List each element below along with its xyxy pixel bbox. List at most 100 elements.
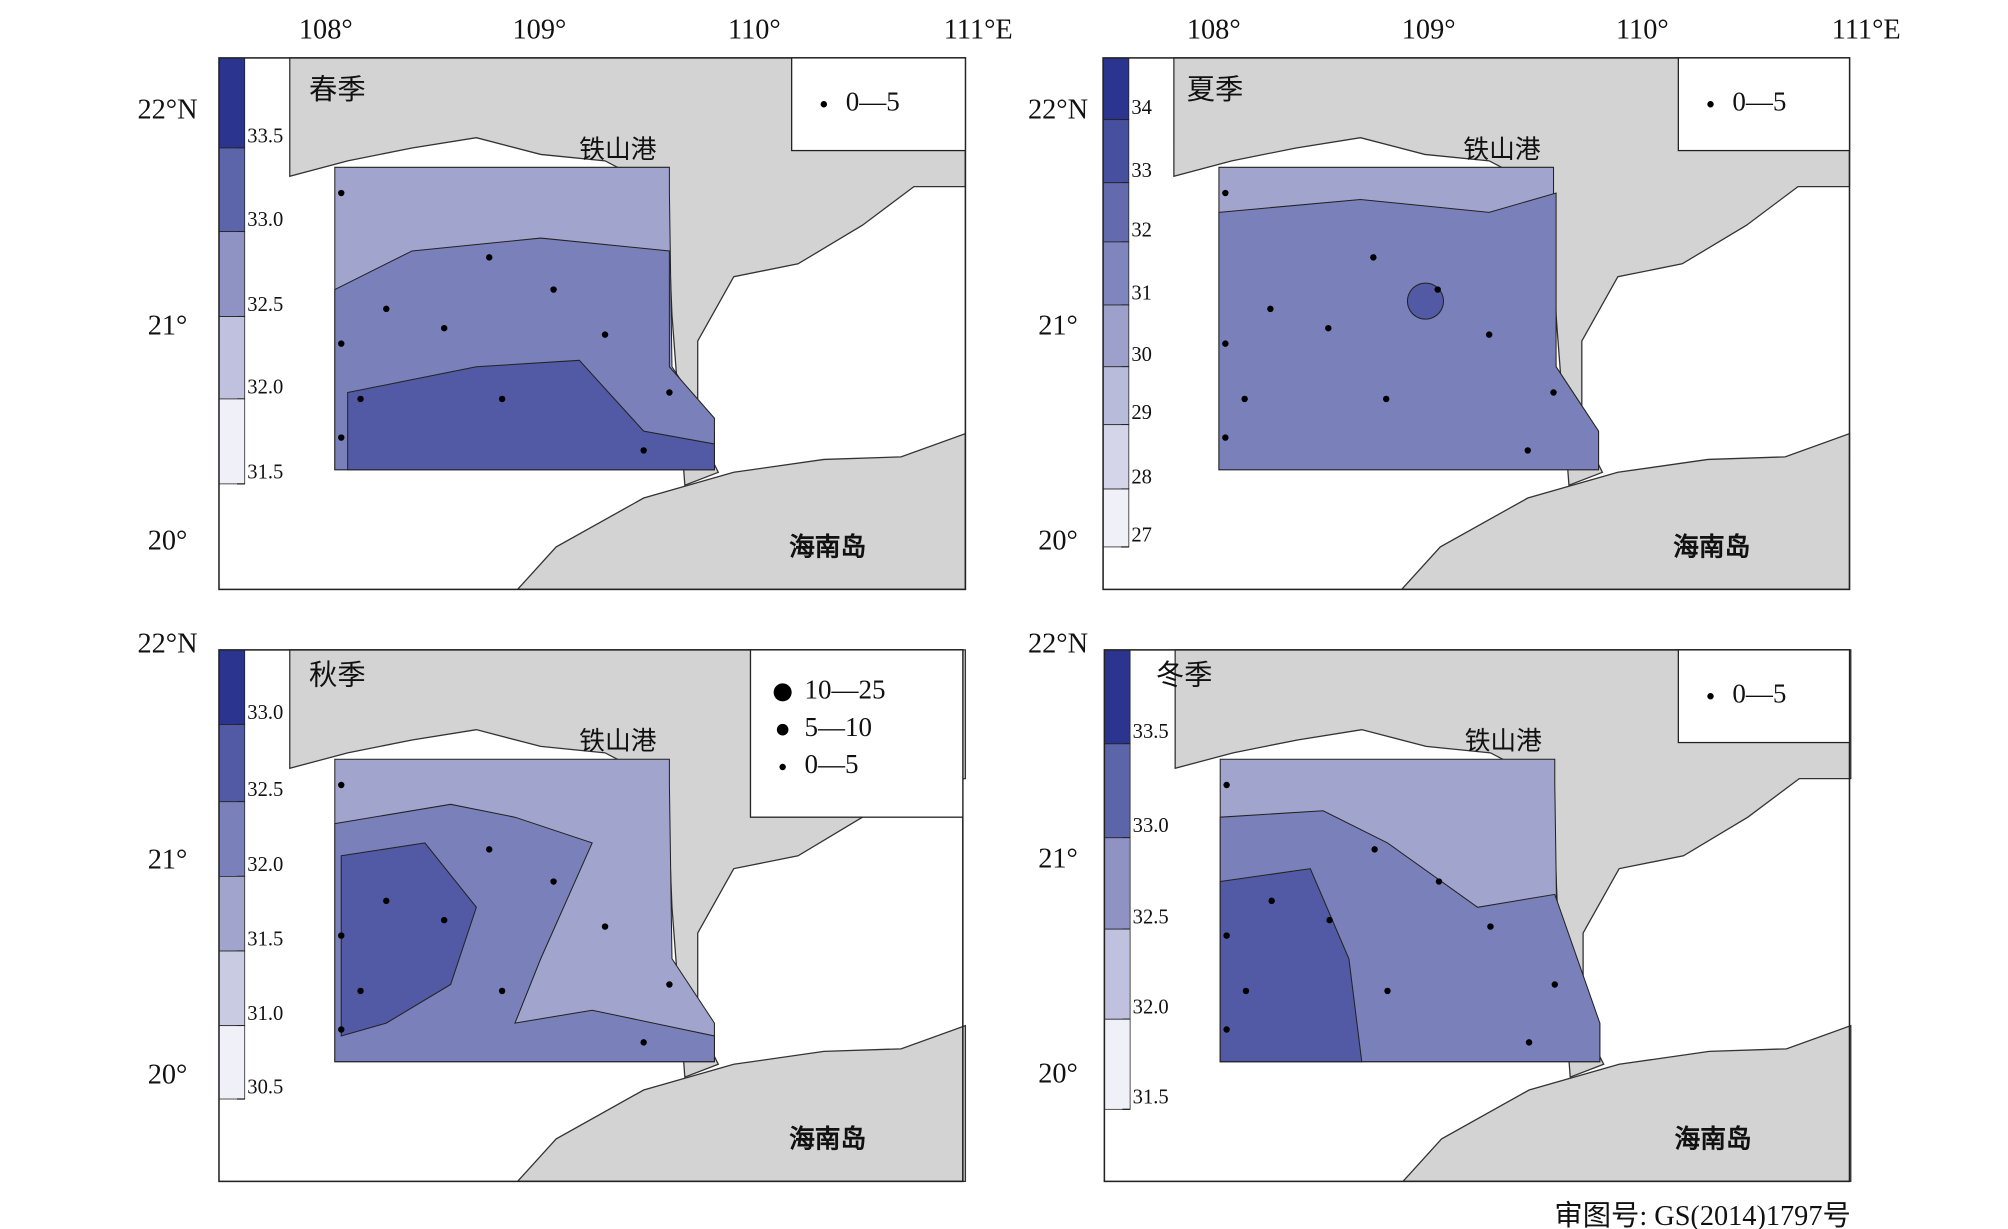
station [440,324,448,332]
station [357,987,364,995]
colorbar-segment [1102,304,1130,368]
station [1222,340,1229,347]
colorbar-label: 33.5 [247,125,283,147]
land [1174,649,1852,1079]
station [440,916,448,924]
legend-box [1677,649,1851,744]
legend-label: 0—5 [1732,86,1786,116]
station [486,846,493,853]
colorbar-label: 32.5 [247,779,283,801]
colorbar-label: 30.5 [247,1076,283,1098]
land [1173,57,1851,487]
land [1401,1024,1852,1183]
land [289,57,967,487]
station [1487,923,1494,930]
colorbar-label: 33 [1131,160,1152,182]
colorbar-label: 31.5 [1133,1087,1169,1109]
colorbar-label: 31.5 [247,461,283,483]
land [516,1024,967,1183]
station [1242,987,1250,995]
legend-label: 5—10 [805,712,873,742]
map-frame [1102,57,1851,591]
station [550,878,557,885]
longitude-label: 109° [513,15,567,46]
legend-symbol [773,683,792,702]
latitude-label: 20° [1038,1058,1078,1089]
season-title: 夏季 [1187,74,1244,106]
longitude-label: 111°E [944,15,1013,46]
station [338,1026,345,1033]
colorbar-label: 32 [1131,219,1152,241]
map-frame [218,649,964,1183]
station [666,981,673,988]
colorbar-label: 33.0 [1133,815,1169,837]
colorbar-label: 34 [1131,97,1152,119]
season-title: 春季 [309,74,366,106]
map-frame [1103,649,1851,1183]
place-label: 铁山港 [1463,135,1540,164]
colorbar-segment [1103,1018,1131,1110]
legend-symbol [820,101,828,108]
legend-symbol [776,723,789,736]
map-frame [218,57,967,591]
station [1267,305,1274,313]
station [550,286,557,293]
station [338,434,345,441]
colorbar-segment [218,950,246,1027]
colorbar-label: 32.0 [1133,997,1169,1019]
colorbar-label: 27 [1131,524,1152,546]
longitude-label: 108° [1187,15,1241,46]
colorbar-label: 32.0 [247,376,283,398]
latitude-label: 20° [148,1060,188,1091]
colorbar-segment [1103,837,1131,930]
colorbar-segment [218,57,246,149]
place-label: 铁山港 [1465,727,1542,756]
colorbar-segment [218,147,246,233]
colorbar-segment [218,316,246,400]
station [1268,897,1275,905]
station [486,254,493,261]
colorbar-segment [1103,649,1131,745]
season-title: 冬季 [1156,660,1213,692]
station [640,1039,647,1046]
colorbar-segment [1102,57,1130,121]
station [1222,189,1229,197]
colorbar-label: 30 [1131,344,1152,366]
station [1485,331,1493,338]
legend-box [1677,57,1851,152]
latitude-label: 22°N [137,94,197,125]
contour-band [340,842,477,1037]
legend-symbol [1707,693,1714,700]
station [1384,987,1391,995]
colorbar-segment [218,649,246,725]
latitude-label: 20° [1038,526,1078,557]
station [1241,395,1248,403]
longitude-label: 109° [1402,15,1456,46]
longitude-label: 108° [299,15,353,46]
colorbar-segment [1103,928,1131,1020]
colorbar-segment [1102,241,1130,306]
legend-label: 0—5 [1732,678,1786,708]
colorbar-segment [1102,488,1130,548]
colorbar-segment [1102,366,1130,426]
station [1371,846,1378,853]
legend-label: 10—25 [805,675,886,705]
colorbar-segment [218,1025,246,1100]
colorbar-label: 33.0 [247,702,283,724]
station [383,305,390,313]
station [666,389,673,396]
colorbar-segment [1102,182,1130,243]
longitude-label: 110° [1616,15,1669,46]
colorbar-label: 31.5 [247,928,283,950]
place-label: 海南岛 [1674,1123,1751,1153]
longitude-label: 111°E [1832,15,1901,46]
place-label: 海南岛 [789,531,866,561]
station [1524,447,1531,454]
station [1435,878,1443,885]
colorbar-segment [1103,743,1131,839]
station [1525,1039,1533,1046]
colorbar-segment [1102,424,1130,490]
